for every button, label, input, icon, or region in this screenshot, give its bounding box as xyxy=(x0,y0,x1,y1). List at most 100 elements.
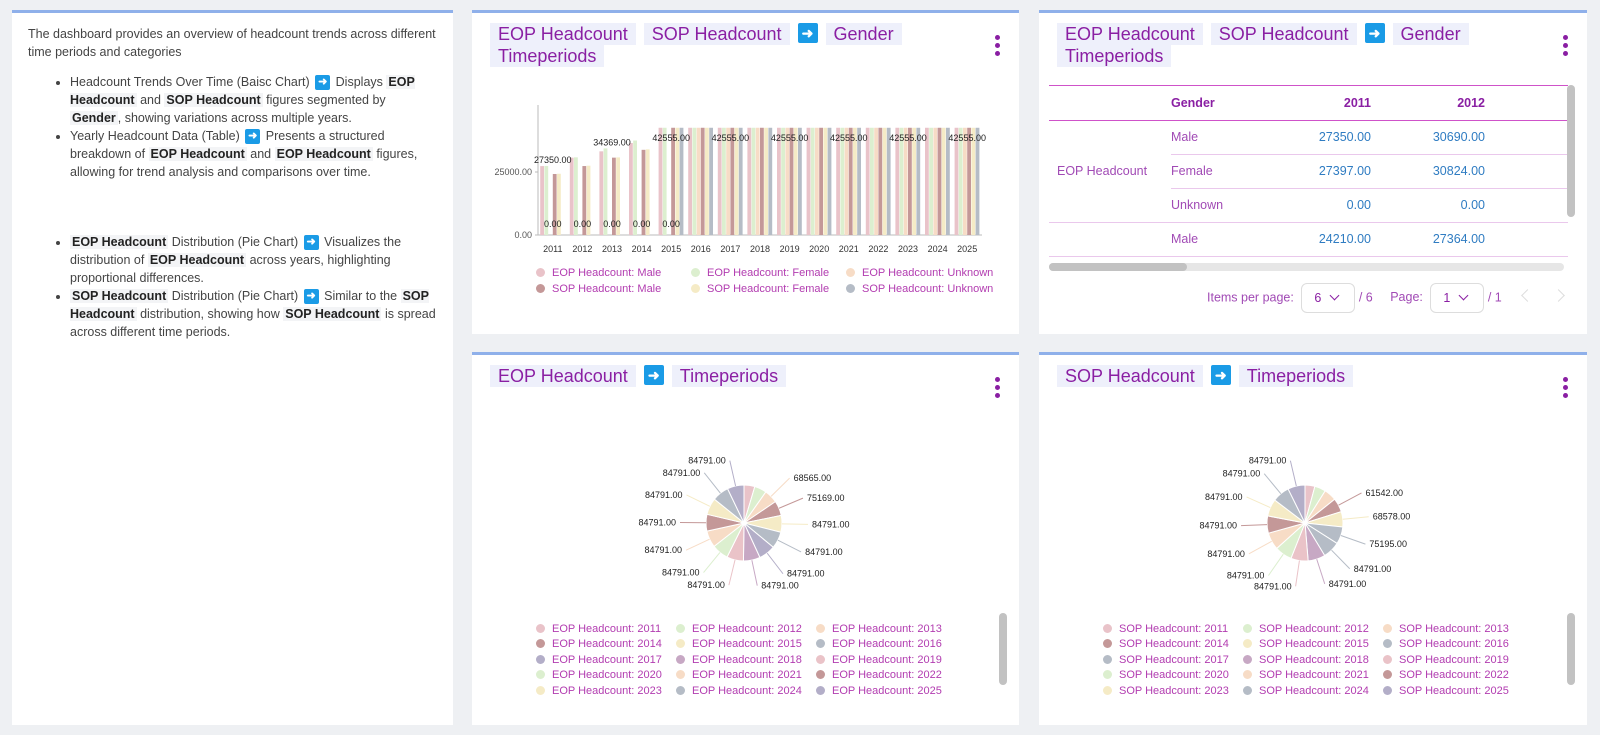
legend-item[interactable]: SOP Headcount: 2021 xyxy=(1243,669,1369,681)
legend-item[interactable]: SOP Headcount: Male xyxy=(536,283,661,295)
pie-leader-line xyxy=(686,494,711,507)
data-label: 27350.00 xyxy=(534,155,572,165)
legend-label: SOP Headcount: 2013 xyxy=(1399,623,1509,635)
bar xyxy=(810,127,815,235)
legend-item[interactable]: EOP Headcount: Unknown xyxy=(846,267,993,279)
cell-value: 24210.00 xyxy=(1318,232,1371,246)
more-options-icon[interactable] xyxy=(1563,377,1569,399)
column-header[interactable]: 3 xyxy=(1485,86,1568,120)
x-tick-label: 2011 xyxy=(543,244,562,254)
legend-item[interactable]: EOP Headcount: 2024 xyxy=(676,685,802,697)
arrow-right-icon: ➜ xyxy=(643,365,664,385)
legend-item[interactable]: SOP Headcount: Female xyxy=(691,283,829,295)
bar xyxy=(658,127,663,235)
page-select[interactable]: 1 xyxy=(1430,283,1485,313)
legend-item[interactable]: SOP Headcount: 2015 xyxy=(1243,638,1369,650)
legend-item[interactable]: SOP Headcount: 2011 xyxy=(1103,623,1228,635)
legend-item[interactable]: SOP Headcount: 2016 xyxy=(1383,638,1509,650)
legend-item[interactable]: EOP Headcount: 2018 xyxy=(676,654,802,666)
legend-label: SOP Headcount: 2012 xyxy=(1259,623,1369,635)
next-page-icon[interactable] xyxy=(1551,289,1565,303)
legend-item[interactable]: SOP Headcount: 2024 xyxy=(1243,685,1369,697)
bar xyxy=(827,127,832,235)
more-options-icon[interactable] xyxy=(1563,35,1569,57)
legend-dot xyxy=(1383,670,1392,680)
column-header[interactable]: Gender xyxy=(1171,95,1215,110)
table-vertical-scrollbar[interactable] xyxy=(1567,85,1575,217)
legend-item[interactable]: EOP Headcount: 2013 xyxy=(816,623,942,635)
legend-item[interactable]: SOP Headcount: 2025 xyxy=(1383,685,1509,697)
pie-data-label: 84791.00 xyxy=(645,545,683,555)
legend-dot xyxy=(1103,670,1112,680)
legend-item[interactable]: EOP Headcount: Male xyxy=(536,267,661,279)
legend-item[interactable]: SOP Headcount: Unknown xyxy=(846,283,993,295)
sop-pie-card: SOP Headcount ➜ Timeperiods 61542.00 68578.… xyxy=(1039,352,1587,725)
legend-item[interactable]: SOP Headcount: 2012 xyxy=(1243,623,1369,635)
legend-scrollbar[interactable] xyxy=(1567,613,1575,685)
keyword: SOP Headcount xyxy=(283,307,382,321)
bar xyxy=(679,127,684,235)
legend-item[interactable]: EOP Headcount: 2017 xyxy=(536,654,662,666)
pie-data-label: 84791.00 xyxy=(805,547,843,557)
column-header[interactable]: 2012 xyxy=(1457,95,1485,110)
pie-data-label: 84791.00 xyxy=(1249,456,1287,466)
card-title: EOP Headcount SOP Headcount ➜ Gender Timeper… xyxy=(1057,23,1527,67)
table-horizontal-scrollbar-thumb[interactable] xyxy=(1049,263,1187,271)
pie-leader-line xyxy=(1340,535,1366,545)
previous-page-icon[interactable] xyxy=(1521,289,1535,303)
title-chip: EOP Headcount xyxy=(490,23,636,45)
legend-label: EOP Headcount: 2025 xyxy=(832,684,942,697)
legend-item[interactable]: EOP Headcount: 2011 xyxy=(536,623,661,635)
bar xyxy=(734,127,739,235)
legend-item[interactable]: SOP Headcount: 2019 xyxy=(1383,654,1509,666)
legend-item[interactable]: EOP Headcount: 2020 xyxy=(536,669,662,681)
legend-item[interactable]: EOP Headcount: 2012 xyxy=(676,623,802,635)
bar xyxy=(793,127,798,235)
legend-item[interactable]: EOP Headcount: 2014 xyxy=(536,638,662,650)
legend-item[interactable]: EOP Headcount: 2019 xyxy=(816,654,942,666)
legend-item[interactable]: EOP Headcount: 2022 xyxy=(816,669,942,681)
legend-item[interactable]: EOP Headcount: 2021 xyxy=(676,669,802,681)
page-label: Page: xyxy=(1390,290,1423,305)
legend-item[interactable]: EOP Headcount: 2025 xyxy=(816,685,942,697)
x-tick-label: 2019 xyxy=(780,244,800,254)
legend-item[interactable]: SOP Headcount: 2017 xyxy=(1103,654,1229,666)
legend-label: SOP Headcount: 2016 xyxy=(1399,638,1509,651)
table-horizontal-scrollbar-track[interactable] xyxy=(1049,263,1564,271)
chevron-down-icon xyxy=(1329,290,1340,301)
legend-item[interactable]: SOP Headcount: 2018 xyxy=(1243,654,1369,666)
legend-item[interactable]: EOP Headcount: Female xyxy=(691,267,829,279)
row-group-label: EOP Headcount xyxy=(1049,120,1171,223)
data-label: 42555.00 xyxy=(830,133,868,143)
cell-gender: Male xyxy=(1171,130,1199,144)
description-panel: The dashboard provides an overview of he… xyxy=(12,10,453,725)
legend-item[interactable]: SOP Headcount: 2020 xyxy=(1103,669,1229,681)
legend-item[interactable]: EOP Headcount: 2023 xyxy=(536,685,662,697)
bar xyxy=(700,127,705,235)
legend-item[interactable]: SOP Headcount: 2013 xyxy=(1383,623,1509,635)
legend-label: SOP Headcount: 2015 xyxy=(1259,638,1369,651)
bar xyxy=(726,127,730,235)
chart-legend: EOP Headcount: 2011 EOP Headcount: 2012 EO… xyxy=(536,623,976,705)
legend-item[interactable]: EOP Headcount: 2016 xyxy=(816,638,942,650)
legend-item[interactable]: SOP Headcount: 2022 xyxy=(1383,669,1509,681)
x-tick-label: 2012 xyxy=(572,244,592,254)
data-label: 34369.00 xyxy=(593,137,631,147)
items-per-page-select[interactable]: 6 xyxy=(1301,283,1356,313)
eop-pie-card: EOP Headcount ➜ Timeperiods 68565.00 75169.… xyxy=(472,352,1019,725)
eop-pie-chart: 68565.00 75169.00 84791.00 84791.00 84791.00… xyxy=(638,456,849,591)
column-header[interactable]: 2011 xyxy=(1343,95,1371,110)
arrow-right-icon: ➜ xyxy=(315,75,331,91)
bar xyxy=(903,127,908,235)
legend-label: EOP Headcount: 2011 xyxy=(552,623,662,635)
legend-label: EOP Headcount: Female xyxy=(707,267,830,279)
legend-scrollbar[interactable] xyxy=(999,613,1007,685)
legend-item[interactable]: SOP Headcount: 2023 xyxy=(1103,685,1229,697)
bar xyxy=(874,127,878,235)
more-options-icon[interactable] xyxy=(995,377,1001,399)
more-options-icon[interactable] xyxy=(995,35,1001,57)
legend-label: EOP Headcount: 2014 xyxy=(552,638,662,651)
legend-item[interactable]: SOP Headcount: 2014 xyxy=(1103,638,1229,650)
legend-item[interactable]: EOP Headcount: 2015 xyxy=(676,638,802,650)
item-text: and xyxy=(140,93,161,107)
